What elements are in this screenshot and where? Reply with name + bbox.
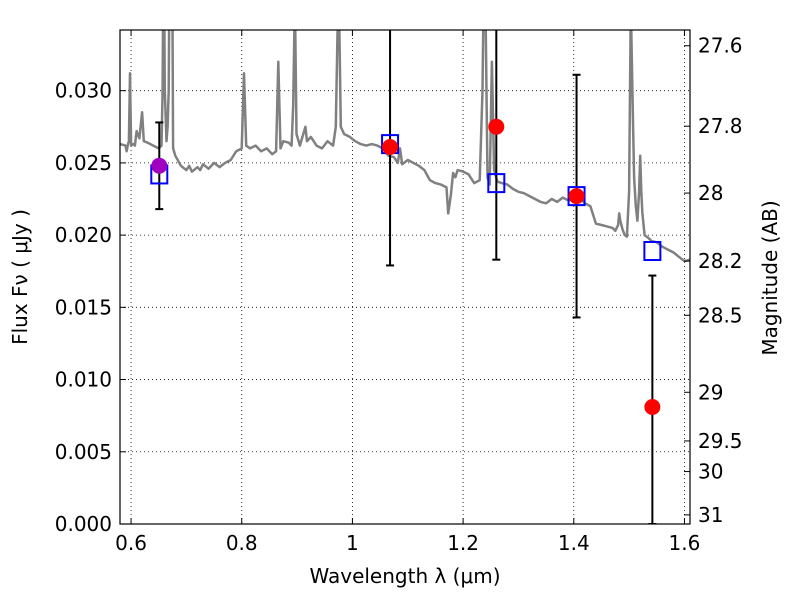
y-tick-label: 0.025 xyxy=(55,151,112,175)
y2-tick-label: 28.2 xyxy=(698,249,743,273)
y2-tick-label: 31 xyxy=(698,503,723,527)
observed-point xyxy=(568,188,585,205)
observed-points-layer xyxy=(151,118,661,415)
x-tick-label: 1.4 xyxy=(558,531,590,555)
axis-ticks xyxy=(120,30,690,525)
y2-tick-label: 27.8 xyxy=(698,114,743,138)
y-tick-label: 0.010 xyxy=(55,368,112,392)
tick-labels: 0.6 0.8 1 1.2 1.4 1.6 0.000 0.005 0.010 0.015 0.02… xyxy=(55,34,743,555)
model-photometry-square xyxy=(643,241,662,261)
y2-axis-title: Magnitude (AB) xyxy=(758,200,782,355)
x-tick-label: 1.6 xyxy=(669,531,701,555)
x-axis-title: Wavelength λ (μm) xyxy=(309,564,500,588)
y-tick-label: 0.005 xyxy=(55,440,112,464)
observed-point xyxy=(488,118,505,135)
x-tick-label: 0.8 xyxy=(226,531,258,555)
x-tick-label: 0.6 xyxy=(115,531,147,555)
model-photometry-square xyxy=(487,173,506,194)
x-tick-label: 1 xyxy=(346,531,359,555)
observed-point xyxy=(382,139,399,155)
y-tick-label: 0.030 xyxy=(55,79,112,103)
y-tick-label: 0.020 xyxy=(55,223,112,247)
y2-tick-label: 27.6 xyxy=(698,34,743,58)
y2-tick-label: 30 xyxy=(698,460,723,484)
plot-frame xyxy=(119,29,691,525)
observed-point xyxy=(644,399,661,415)
y2-tick-label: 29 xyxy=(698,380,723,404)
y2-tick-label: 28 xyxy=(698,181,723,205)
y-axis-title: Flux Fν ( μJy ) xyxy=(8,209,32,345)
y-tick-label: 0.000 xyxy=(55,512,112,536)
y-tick-label: 0.015 xyxy=(55,295,112,319)
observed-point xyxy=(151,157,168,174)
x-tick-label: 1.2 xyxy=(447,531,479,555)
y2-tick-label: 28.5 xyxy=(698,303,743,327)
y2-tick-label: 29.5 xyxy=(698,429,743,453)
